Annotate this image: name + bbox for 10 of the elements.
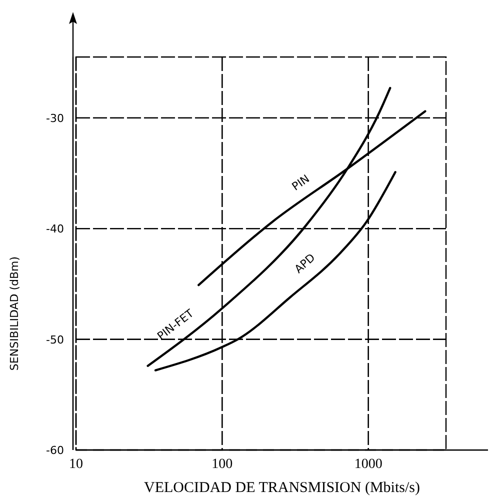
y-tick-label: -30 xyxy=(46,112,64,125)
y-tick-label: -50 xyxy=(46,333,64,346)
x-axis-title: VELOCIDAD DE TRANSMISION (Mbits/s) xyxy=(144,480,420,496)
x-tick-label: 1000 xyxy=(354,457,382,472)
y-tick-label: -40 xyxy=(46,222,64,236)
y-axis-title: SENSIBILIDAD (dBm) xyxy=(8,256,21,371)
y-tick-label: -60 xyxy=(46,444,64,457)
text: PIN xyxy=(290,172,312,194)
x-tick-label: 10 xyxy=(69,457,83,472)
x-tick-label: 100 xyxy=(212,457,233,472)
